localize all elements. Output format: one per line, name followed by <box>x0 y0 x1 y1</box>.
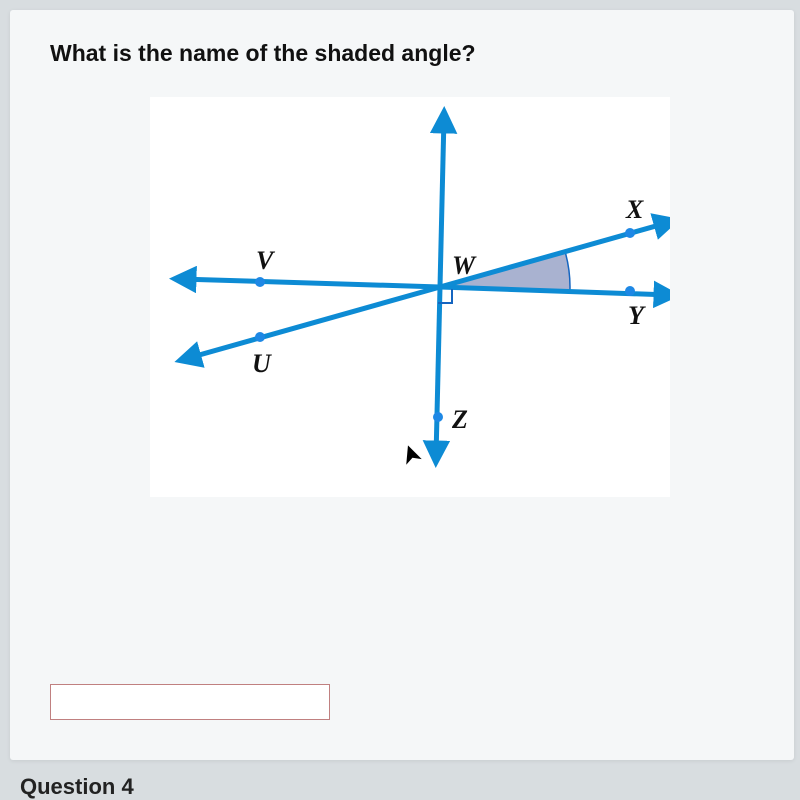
question-title: What is the name of the shaded angle? <box>50 40 754 67</box>
point-label-W: W <box>452 251 475 281</box>
point-label-V: V <box>256 246 273 276</box>
point-dot-U <box>255 332 265 342</box>
point-dot-Y <box>625 286 635 296</box>
next-question-label: Question 4 <box>20 774 134 800</box>
diagram-svg <box>150 97 670 497</box>
point-label-U: U <box>252 349 271 379</box>
ray-WU <box>185 287 440 359</box>
ray-WV <box>180 279 440 287</box>
point-label-Z: Z <box>452 405 468 435</box>
answer-input[interactable] <box>50 684 330 720</box>
point-label-Y: Y <box>628 301 644 331</box>
point-dot-Z <box>433 412 443 422</box>
point-label-X: X <box>626 195 643 225</box>
point-dot-X <box>625 228 635 238</box>
angle-diagram: VWUXYZ ➤ <box>150 97 670 497</box>
ray-W_up <box>440 117 444 287</box>
question-card: What is the name of the shaded angle? V W… <box>10 10 794 760</box>
point-dot-V <box>255 277 265 287</box>
ray-WZ <box>436 287 440 457</box>
